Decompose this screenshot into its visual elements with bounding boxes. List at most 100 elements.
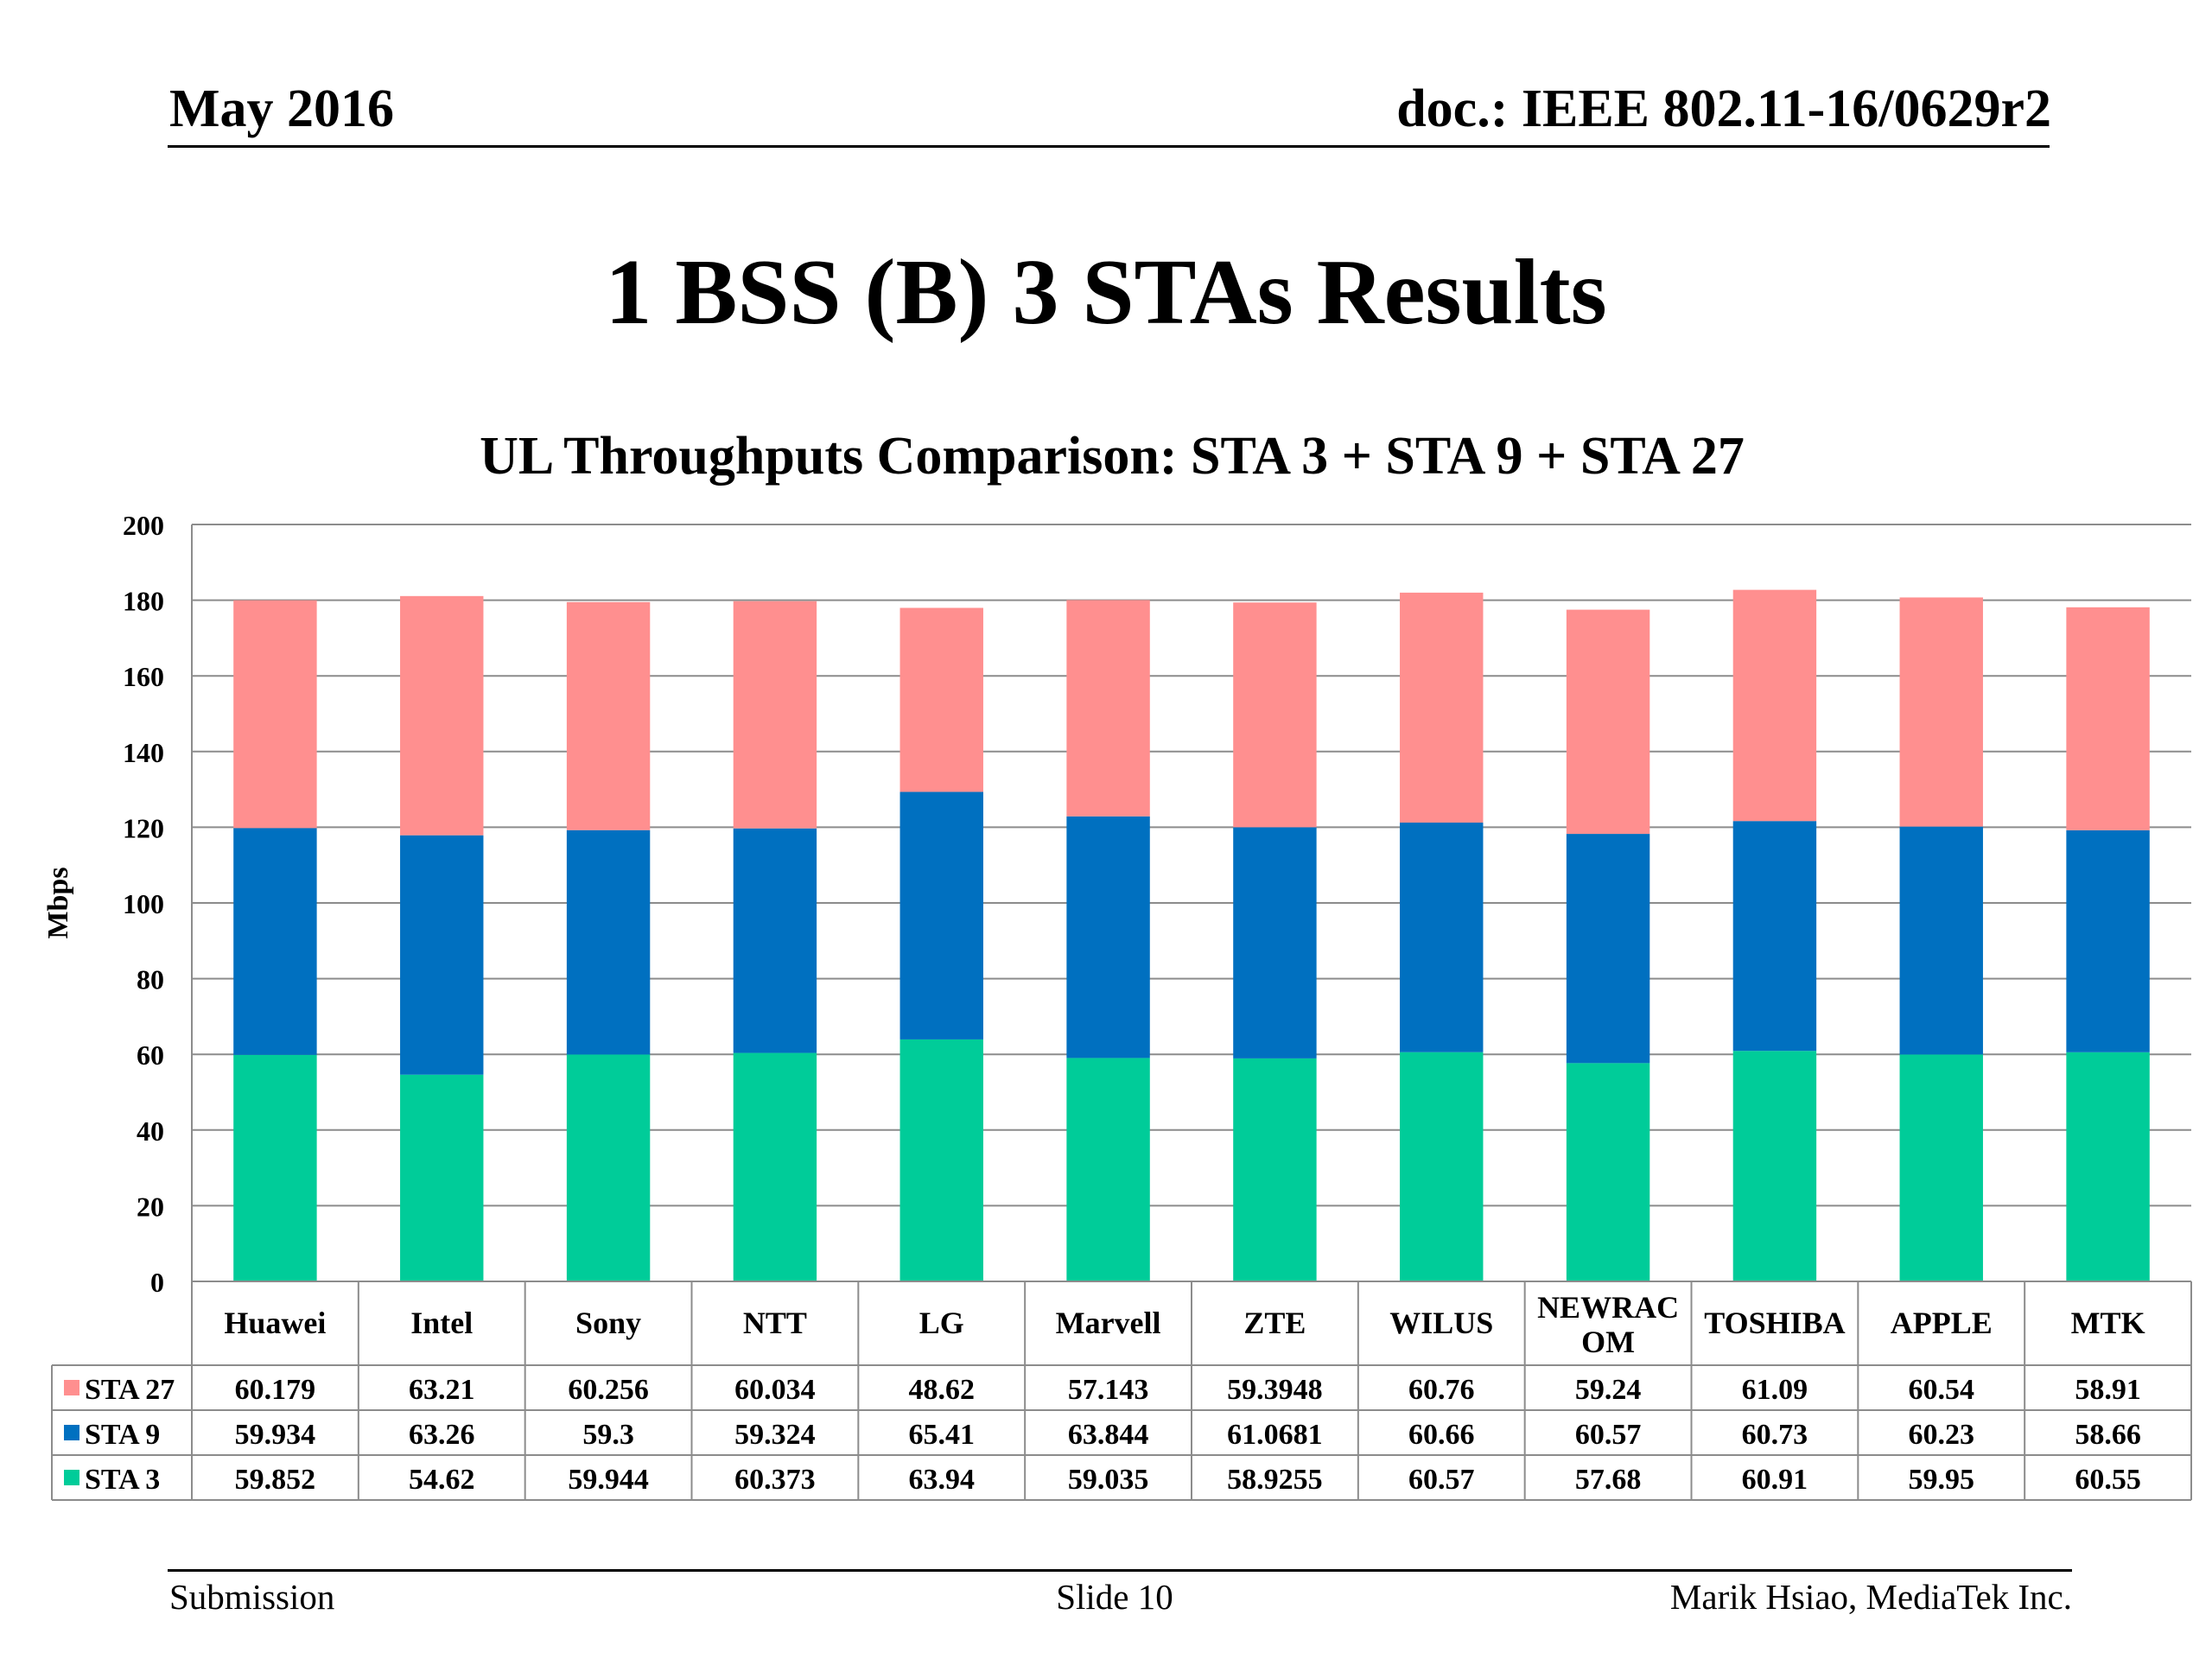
bar-sta-3 [233, 1054, 317, 1281]
bar-sta-9 [400, 835, 484, 1075]
bar-sta-9 [1233, 827, 1317, 1058]
x-tick-label-line: NEWRAC [1537, 1290, 1679, 1325]
bar-sta-27 [1066, 600, 1150, 817]
footer-author: Marik Hsiao, MediaTek Inc. [1669, 1577, 2072, 1617]
footer-rule [168, 1569, 2072, 1572]
data-label: 60.23 [1909, 1419, 1975, 1451]
y-tick-label: 180 [123, 586, 164, 617]
bar-sta-9 [1899, 826, 1983, 1055]
data-label: 61.0681 [1227, 1419, 1323, 1451]
data-label: 59.3 [582, 1419, 634, 1451]
x-tick-label-line: OM [1581, 1325, 1635, 1359]
x-tick-label: ZTE [1243, 1306, 1306, 1340]
data-label: 54.62 [409, 1464, 475, 1496]
bar-sta-27 [899, 607, 983, 792]
x-tick-label: Huawei [224, 1306, 326, 1340]
bar-sta-9 [1566, 834, 1650, 1064]
data-label: 63.844 [1068, 1419, 1149, 1451]
bar-sta-3 [733, 1052, 817, 1281]
y-tick-label: 0 [150, 1267, 164, 1298]
footer-slide-number: Slide 10 [1056, 1577, 1173, 1617]
bar-sta-27 [1899, 597, 1983, 827]
x-tick-label: Intel [410, 1306, 473, 1340]
bar-sta-3 [400, 1074, 484, 1281]
x-tick-label: TOSHIBA [1704, 1306, 1845, 1340]
bar-sta-3 [899, 1039, 983, 1281]
bar-sta-27 [1566, 609, 1650, 835]
y-axis-label: Mbps [42, 867, 74, 938]
slide-title: 1 BSS (B) 3 STAs Results [605, 241, 1607, 344]
data-label: 57.143 [1068, 1374, 1149, 1406]
data-label: 60.57 [1575, 1419, 1642, 1451]
data-label: 58.91 [2075, 1374, 2141, 1406]
legend-key [64, 1380, 79, 1395]
y-tick-label: 140 [123, 737, 164, 768]
data-label: 59.852 [235, 1464, 316, 1496]
bar-sta-3 [1066, 1058, 1150, 1281]
legend-key [64, 1425, 79, 1440]
bar-sta-9 [1400, 823, 1484, 1052]
x-tick-label: MTK [2071, 1306, 2145, 1340]
bar-sta-3 [1400, 1052, 1484, 1281]
x-tick-label: APPLE [1891, 1306, 1993, 1340]
bar-sta-9 [899, 791, 983, 1039]
data-label: 65.41 [909, 1419, 976, 1451]
data-label: 60.76 [1408, 1374, 1475, 1406]
y-tick-label: 200 [123, 510, 164, 541]
data-label: 60.54 [1909, 1374, 1975, 1406]
x-tick-label: Sony [575, 1306, 641, 1340]
y-tick-label: 40 [137, 1116, 164, 1147]
legend-label: STA 27 [85, 1374, 175, 1406]
bar-sta-3 [2066, 1052, 2150, 1281]
data-label: 58.66 [2075, 1419, 2141, 1451]
data-label: 60.66 [1408, 1419, 1475, 1451]
data-label: 59.95 [1909, 1464, 1975, 1496]
footer-submission: Submission [169, 1577, 335, 1617]
data-label: 60.55 [2075, 1464, 2141, 1496]
bar-sta-27 [1400, 592, 1484, 823]
data-label: 48.62 [909, 1374, 976, 1406]
bar-sta-27 [1233, 602, 1317, 828]
data-label: 59.035 [1068, 1464, 1149, 1496]
data-label: 58.9255 [1227, 1464, 1323, 1496]
bar-sta-9 [233, 828, 317, 1055]
data-label: 60.179 [235, 1374, 316, 1406]
y-tick-label: 60 [137, 1039, 164, 1071]
data-label: 60.57 [1408, 1464, 1475, 1496]
bar-sta-27 [400, 595, 484, 836]
bar-sta-9 [1732, 821, 1817, 1052]
data-label: 60.256 [568, 1374, 649, 1406]
y-tick-label: 120 [123, 812, 164, 843]
data-label: 63.26 [409, 1419, 475, 1451]
legend-label: STA 3 [85, 1464, 160, 1496]
bar-sta-9 [566, 830, 651, 1055]
x-tick-label: Marvell [1056, 1306, 1161, 1340]
bar-sta-27 [233, 600, 317, 829]
data-label: 61.09 [1742, 1374, 1808, 1406]
data-label: 60.91 [1742, 1464, 1808, 1496]
data-label: 57.68 [1575, 1464, 1642, 1496]
bar-sta-3 [566, 1054, 651, 1281]
data-label: 59.324 [734, 1419, 816, 1451]
x-tick-label: LG [919, 1306, 964, 1340]
bar-sta-3 [1233, 1058, 1317, 1281]
data-label: 60.73 [1742, 1419, 1808, 1451]
header-rule [168, 145, 2050, 148]
bar-sta-3 [1566, 1063, 1650, 1281]
bar-sta-27 [733, 601, 817, 829]
bar-sta-9 [1066, 816, 1150, 1058]
y-tick-label: 160 [123, 661, 164, 692]
bar-sta-3 [1899, 1054, 1983, 1281]
y-tick-label: 100 [123, 888, 164, 919]
legend-label: STA 9 [85, 1419, 160, 1451]
y-tick-label: 20 [137, 1191, 164, 1222]
data-label: 59.24 [1575, 1374, 1642, 1406]
bar-sta-3 [1732, 1051, 1817, 1281]
chart-title: UL Throughputs Comparison: STA 3 + STA 9… [480, 427, 1745, 486]
x-tick-label: WILUS [1389, 1306, 1493, 1340]
x-tick-label: NEWRAC OM [1537, 1290, 1679, 1359]
bar-sta-9 [2066, 830, 2150, 1052]
data-label: 59.3948 [1227, 1374, 1323, 1406]
legend-key [64, 1470, 79, 1485]
